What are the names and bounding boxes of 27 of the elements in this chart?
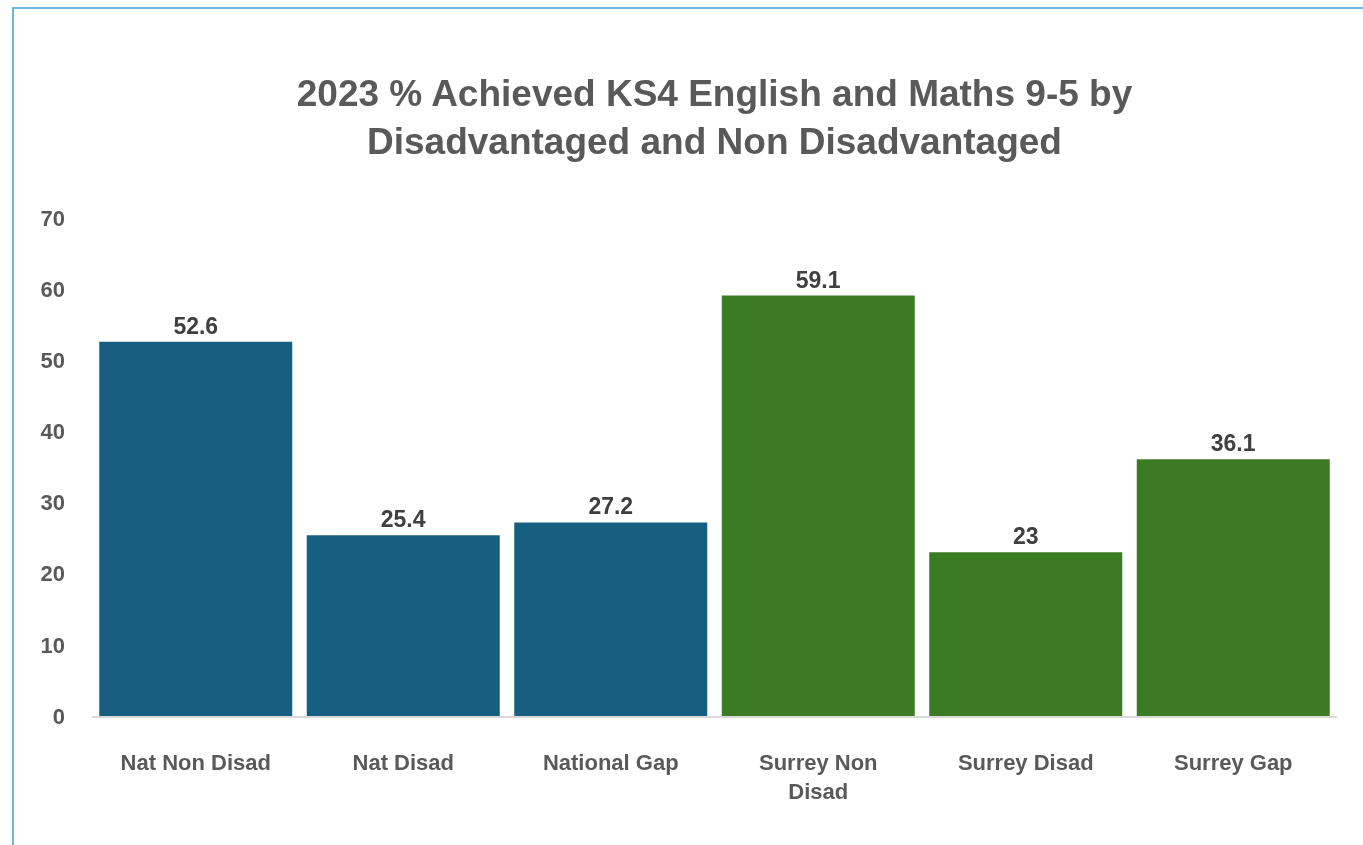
y-tick-label: 30: [40, 490, 65, 516]
data-label: 23: [1012, 523, 1039, 550]
bar: [306, 535, 500, 716]
chart-title: 2023 % Achieved KS4 English and Maths 9-5 by Disadvantaged and Non Disadvantaged: [296, 73, 1133, 163]
bar: [99, 341, 293, 716]
y-tick-label: 60: [40, 276, 65, 302]
data-label: 27.2: [588, 493, 634, 520]
x-tick-label: Nat Disad: [352, 750, 454, 776]
y-tick-label: 10: [40, 632, 65, 658]
bar: [1136, 459, 1330, 716]
data-label: 52.6: [173, 312, 219, 339]
x-tick-label: Surrey Gap: [1173, 750, 1293, 776]
data-label: 36.1: [1210, 430, 1256, 457]
y-tick-label: 40: [40, 419, 65, 445]
bar: [721, 295, 915, 716]
bar: [929, 552, 1123, 716]
x-tick-label: National Gap: [542, 750, 679, 776]
bar: [514, 522, 708, 716]
x-tick-label: Surrey Non Disad: [758, 750, 878, 804]
data-label: 25.4: [380, 506, 426, 533]
y-tick-label: 70: [40, 205, 65, 231]
x-tick-label: Surrey Disad: [957, 750, 1094, 776]
y-tick-label: 20: [40, 561, 65, 587]
y-tick-label: 0: [52, 703, 65, 729]
data-label: 59.1: [795, 266, 841, 293]
y-tick-label: 50: [40, 347, 65, 373]
x-tick-label: Nat Non Disad: [120, 750, 271, 776]
